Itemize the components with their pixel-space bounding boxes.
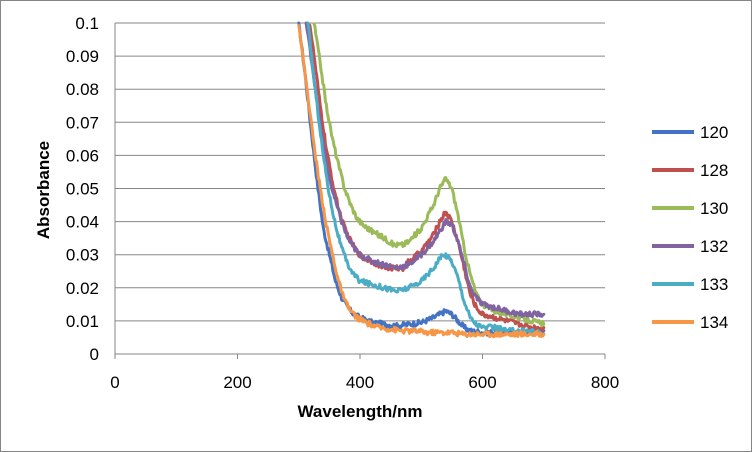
legend-label: 133 — [700, 275, 728, 294]
legend-label: 130 — [700, 199, 728, 218]
series-line-133 — [306, 21, 546, 337]
series-lines — [297, 21, 546, 339]
y-tick-label: 0.01 — [66, 312, 99, 331]
y-tick-label: 0.08 — [66, 80, 99, 99]
y-tick-label: 0.09 — [66, 47, 99, 66]
legend-label: 134 — [700, 313, 728, 332]
series-line-130 — [312, 22, 546, 328]
y-tick-label: 0.06 — [66, 146, 99, 165]
y-tick-label: 0.04 — [66, 213, 99, 232]
legend-label: 120 — [700, 123, 728, 142]
y-tick-label: 0.05 — [66, 180, 99, 199]
x-tick-label: 600 — [468, 373, 496, 392]
x-tick-label: 800 — [591, 373, 619, 392]
x-tick-label: 200 — [223, 373, 251, 392]
legend-label: 132 — [700, 237, 728, 256]
x-axis-title: Wavelength/nm — [298, 402, 423, 421]
y-axis-title: Absorbance — [34, 141, 53, 239]
y-tick-label: 0 — [90, 345, 99, 364]
x-tick-labels: 0 200 400 600 800 — [110, 373, 619, 392]
y-tick-label: 0.03 — [66, 246, 99, 265]
legend-label: 128 — [700, 161, 728, 180]
legend: 120 128 130 132 133 134 — [652, 123, 728, 332]
series-line-134 — [297, 24, 546, 339]
y-tick-labels: 0 0.01 0.02 0.03 0.04 0.05 0.06 0.07 0.08 0.09 0.1 — [66, 14, 99, 364]
series-line-128 — [308, 23, 546, 332]
axes — [114, 23, 606, 359]
y-tick-label: 0.02 — [66, 279, 99, 298]
x-tick-label: 0 — [110, 373, 119, 392]
gridlines — [115, 22, 605, 322]
y-tick-label: 0.07 — [66, 113, 99, 132]
x-tick-label: 400 — [346, 373, 374, 392]
y-tick-label: 0.1 — [75, 14, 99, 33]
series-line-132 — [304, 21, 546, 319]
